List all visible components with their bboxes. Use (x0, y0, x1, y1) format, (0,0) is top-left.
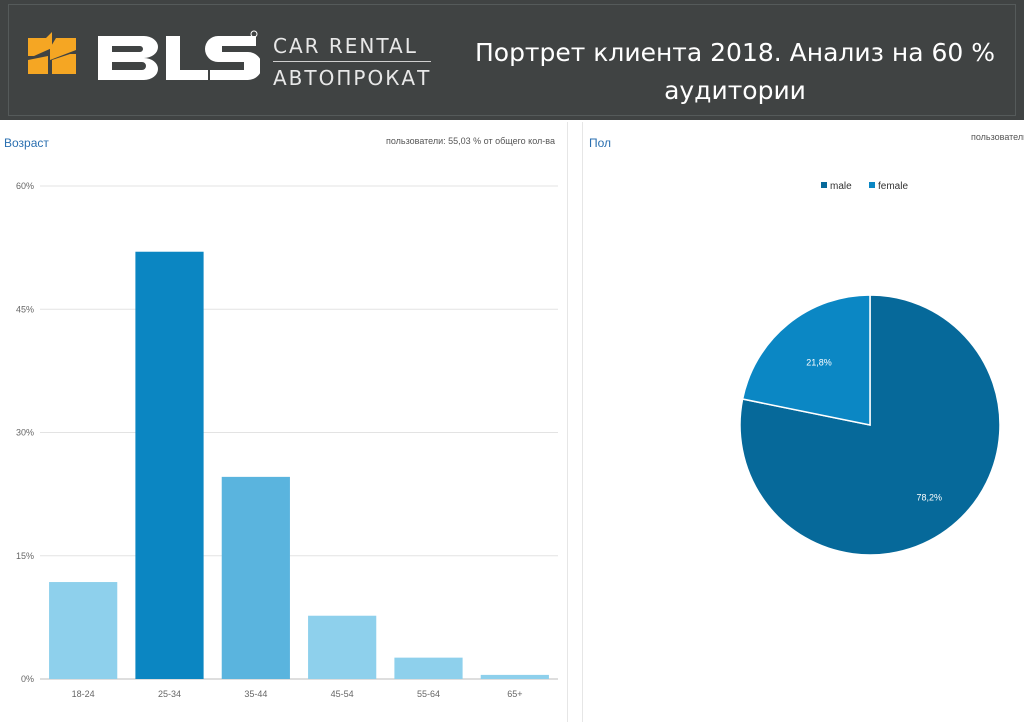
logo-accent-low (28, 56, 48, 74)
x-tick-label: 55-64 (417, 689, 440, 699)
logo-accent-mid (50, 38, 76, 60)
slide-header: CAR RENTAL АВТОПРОКАТ Портрет клиента 20… (0, 0, 1024, 120)
age-bar-chart: 0% 15% 30% 45% 60% 18-24 25-34 35-44 45-54 55-64 6… (16, 181, 558, 699)
pie-slice-male (739, 294, 1001, 556)
header-frame (8, 4, 1016, 116)
bar-18-24 (49, 582, 118, 679)
logo-accent-top (28, 32, 52, 56)
gender-panel-title: Пол (589, 136, 612, 150)
y-tick-label: 45% (16, 304, 34, 314)
pie-label-female: 21,8% (806, 358, 832, 368)
gender-panel: Пол пользователи male female 78,2% 21,8% (582, 122, 1024, 722)
x-tick-label: 65+ (507, 689, 522, 699)
y-tick-label: 0% (21, 674, 34, 684)
slide-title-line2: аудитории (664, 76, 806, 105)
bar-35-44 (221, 476, 290, 679)
bar-25-34 (135, 251, 204, 679)
legend-swatch-male (821, 182, 827, 188)
age-panel: Возраст пользователи: 55,03 % от общего … (0, 122, 568, 722)
logo-letter-s (205, 36, 260, 80)
logo-avtoprokat-text: АВТОПРОКАТ (273, 66, 432, 90)
y-tick-label: 60% (16, 181, 34, 191)
age-panel-title: Возраст (4, 136, 49, 150)
x-tick-label: 25-34 (158, 689, 181, 699)
slide-title: Портрет клиента 2018. Анализ на 60 % ауд… (450, 34, 1020, 110)
x-tick-label: 35-44 (244, 689, 267, 699)
logo-letter-b (98, 36, 158, 80)
slide-title-line1: Портрет клиента 2018. Анализ на 60 % (474, 38, 996, 67)
legend-label-male: male (830, 181, 852, 192)
logo-accent-bottom (52, 54, 76, 74)
registered-mark (250, 30, 258, 38)
bls-logo-mark (28, 30, 260, 80)
age-panel-note: пользователи: 55,03 % от общего кол-ва (386, 136, 555, 146)
gender-panel-note: пользователи (971, 132, 1024, 142)
gender-pie-chart: male female 78,2% 21,8% (739, 181, 1001, 556)
logo-letter-l (166, 36, 208, 80)
legend-label-female: female (878, 181, 908, 192)
bar-45-54 (308, 615, 377, 679)
logo-car-rental-text: CAR RENTAL (273, 34, 418, 58)
x-tick-label: 18-24 (72, 689, 95, 699)
x-tick-label: 45-54 (331, 689, 354, 699)
y-tick-label: 30% (16, 428, 34, 438)
pie-slice-female (741, 294, 871, 426)
bar-55-64 (394, 657, 463, 679)
y-tick-label: 15% (16, 551, 34, 561)
legend-swatch-female (869, 182, 875, 188)
pie-label-male: 78,2% (916, 492, 942, 502)
logo-divider (273, 61, 431, 62)
bar-65+ (480, 674, 549, 679)
